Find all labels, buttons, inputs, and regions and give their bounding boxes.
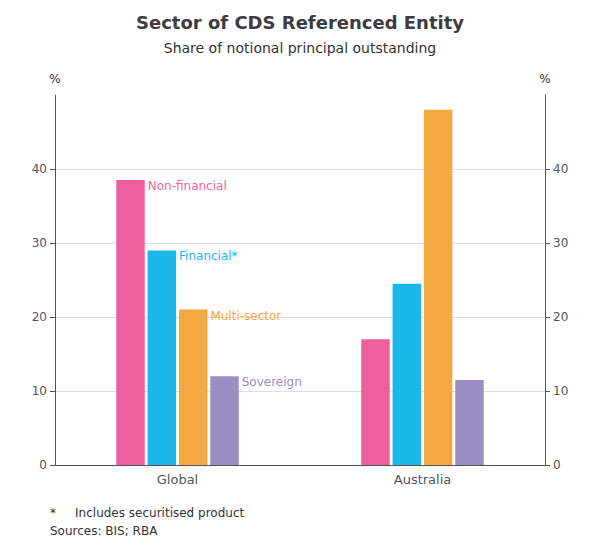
svg-text:Sovereign: Sovereign: [242, 375, 302, 389]
svg-text:0: 0: [553, 458, 561, 472]
svg-text:20: 20: [32, 310, 47, 324]
svg-text:30: 30: [32, 236, 47, 250]
svg-text:Sector of CDS Referenced Entit: Sector of CDS Referenced Entity: [136, 12, 464, 33]
svg-text:%: %: [539, 72, 550, 86]
svg-text:Share of notional principal ou: Share of notional principal outstanding: [164, 40, 436, 56]
svg-text:30: 30: [553, 236, 568, 250]
svg-text:20: 20: [553, 310, 568, 324]
svg-text:Non-financial: Non-financial: [148, 179, 227, 193]
svg-text:* Includes securitised pro: * Includes securitised product: [50, 506, 244, 520]
svg-text:Multi-sector: Multi-sector: [210, 309, 281, 323]
svg-text:40: 40: [32, 162, 47, 176]
svg-text:40: 40: [553, 162, 568, 176]
svg-text:%: %: [49, 72, 60, 86]
svg-text:Australia: Australia: [394, 472, 452, 487]
svg-text:Sources: BIS; RBA: Sources: BIS; RBA: [50, 524, 158, 538]
svg-text:0: 0: [39, 458, 47, 472]
svg-text:10: 10: [553, 384, 568, 398]
svg-text:Financial*: Financial*: [179, 249, 238, 263]
svg-text:Global: Global: [157, 472, 198, 487]
svg-text:10: 10: [32, 384, 47, 398]
